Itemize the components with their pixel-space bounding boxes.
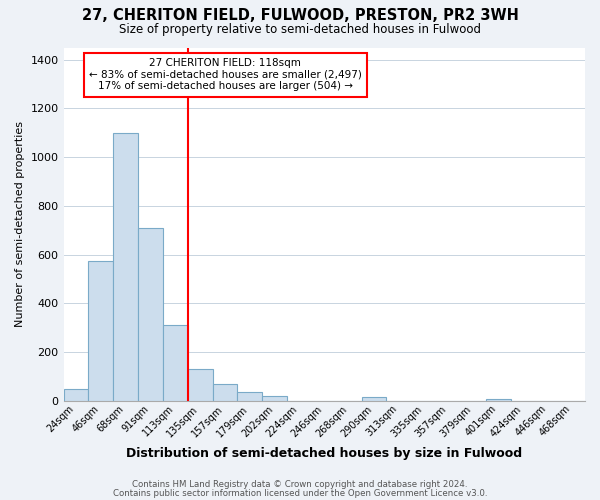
Bar (212, 384, 238, 401)
Bar (188, 370, 212, 401)
Bar (113, 133, 138, 401)
Bar (262, 396, 287, 401)
Bar (362, 398, 386, 401)
Bar (138, 228, 163, 401)
X-axis label: Distribution of semi-detached houses by size in Fulwood: Distribution of semi-detached houses by … (126, 447, 523, 460)
Bar (485, 398, 511, 401)
Bar (64, 389, 88, 401)
Text: 27 CHERITON FIELD: 118sqm
← 83% of semi-detached houses are smaller (2,497)
17% : 27 CHERITON FIELD: 118sqm ← 83% of semi-… (89, 58, 362, 92)
Text: Size of property relative to semi-detached houses in Fulwood: Size of property relative to semi-detach… (119, 22, 481, 36)
Bar (238, 392, 262, 401)
Text: 27, CHERITON FIELD, FULWOOD, PRESTON, PR2 3WH: 27, CHERITON FIELD, FULWOOD, PRESTON, PR… (82, 8, 518, 22)
Text: Contains HM Land Registry data © Crown copyright and database right 2024.: Contains HM Land Registry data © Crown c… (132, 480, 468, 489)
Bar (88, 261, 113, 401)
Text: Contains public sector information licensed under the Open Government Licence v3: Contains public sector information licen… (113, 488, 487, 498)
Y-axis label: Number of semi-detached properties: Number of semi-detached properties (15, 121, 25, 327)
Bar (163, 326, 188, 401)
